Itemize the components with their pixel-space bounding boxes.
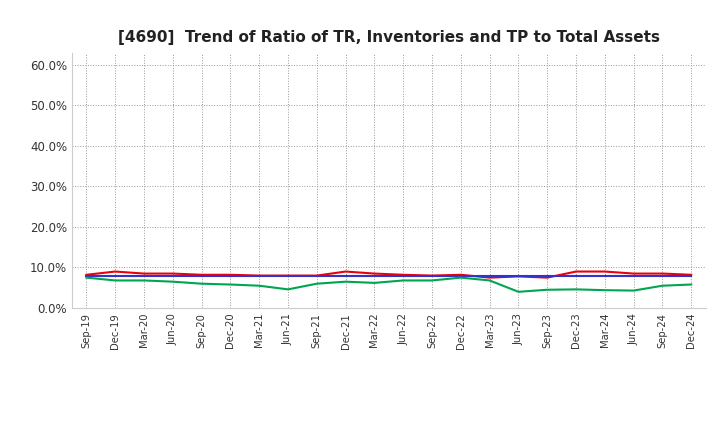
Inventories — [399, 273, 408, 278]
Trade Payables — [572, 287, 580, 292]
Trade Payables — [255, 283, 264, 288]
Trade Receivables — [168, 271, 177, 276]
Title: [4690]  Trend of Ratio of TR, Inventories and TP to Total Assets: [4690] Trend of Ratio of TR, Inventories… — [118, 29, 660, 45]
Trade Receivables — [514, 274, 523, 279]
Trade Payables — [514, 289, 523, 294]
Trade Payables — [140, 278, 148, 283]
Trade Receivables — [543, 275, 552, 280]
Inventories — [284, 273, 292, 278]
Trade Payables — [284, 287, 292, 292]
Trade Payables — [82, 275, 91, 280]
Trade Receivables — [658, 271, 667, 276]
Inventories — [572, 273, 580, 278]
Trade Payables — [629, 288, 638, 293]
Inventories — [600, 273, 609, 278]
Trade Receivables — [312, 273, 321, 278]
Trade Payables — [312, 281, 321, 286]
Inventories — [485, 273, 494, 278]
Line: Trade Receivables: Trade Receivables — [86, 271, 691, 278]
Trade Payables — [370, 280, 379, 286]
Inventories — [514, 273, 523, 278]
Trade Payables — [658, 283, 667, 288]
Trade Receivables — [82, 272, 91, 278]
Inventories — [456, 273, 465, 278]
Inventories — [82, 273, 91, 278]
Trade Receivables — [341, 269, 350, 274]
Trade Payables — [168, 279, 177, 284]
Trade Payables — [456, 275, 465, 280]
Inventories — [370, 273, 379, 278]
Inventories — [428, 273, 436, 278]
Trade Payables — [600, 287, 609, 293]
Trade Receivables — [255, 273, 264, 278]
Trade Receivables — [485, 275, 494, 280]
Trade Receivables — [600, 269, 609, 274]
Trade Receivables — [140, 271, 148, 276]
Inventories — [226, 273, 235, 278]
Trade Payables — [197, 281, 206, 286]
Inventories — [312, 273, 321, 278]
Trade Receivables — [197, 272, 206, 278]
Inventories — [543, 273, 552, 278]
Trade Receivables — [572, 269, 580, 274]
Trade Receivables — [111, 269, 120, 274]
Inventories — [629, 273, 638, 278]
Trade Receivables — [399, 272, 408, 278]
Trade Receivables — [687, 272, 696, 278]
Line: Trade Payables: Trade Payables — [86, 278, 691, 292]
Trade Payables — [485, 278, 494, 283]
Trade Payables — [399, 278, 408, 283]
Trade Receivables — [284, 273, 292, 278]
Trade Payables — [687, 282, 696, 287]
Inventories — [687, 273, 696, 278]
Inventories — [140, 273, 148, 278]
Inventories — [255, 273, 264, 278]
Trade Receivables — [428, 273, 436, 278]
Trade Payables — [428, 278, 436, 283]
Trade Payables — [543, 287, 552, 293]
Inventories — [197, 273, 206, 278]
Inventories — [341, 273, 350, 278]
Inventories — [111, 273, 120, 278]
Inventories — [168, 273, 177, 278]
Trade Payables — [341, 279, 350, 284]
Trade Receivables — [226, 272, 235, 278]
Trade Receivables — [370, 271, 379, 276]
Trade Payables — [111, 278, 120, 283]
Trade Receivables — [456, 272, 465, 278]
Trade Receivables — [629, 271, 638, 276]
Trade Payables — [226, 282, 235, 287]
Inventories — [658, 273, 667, 278]
